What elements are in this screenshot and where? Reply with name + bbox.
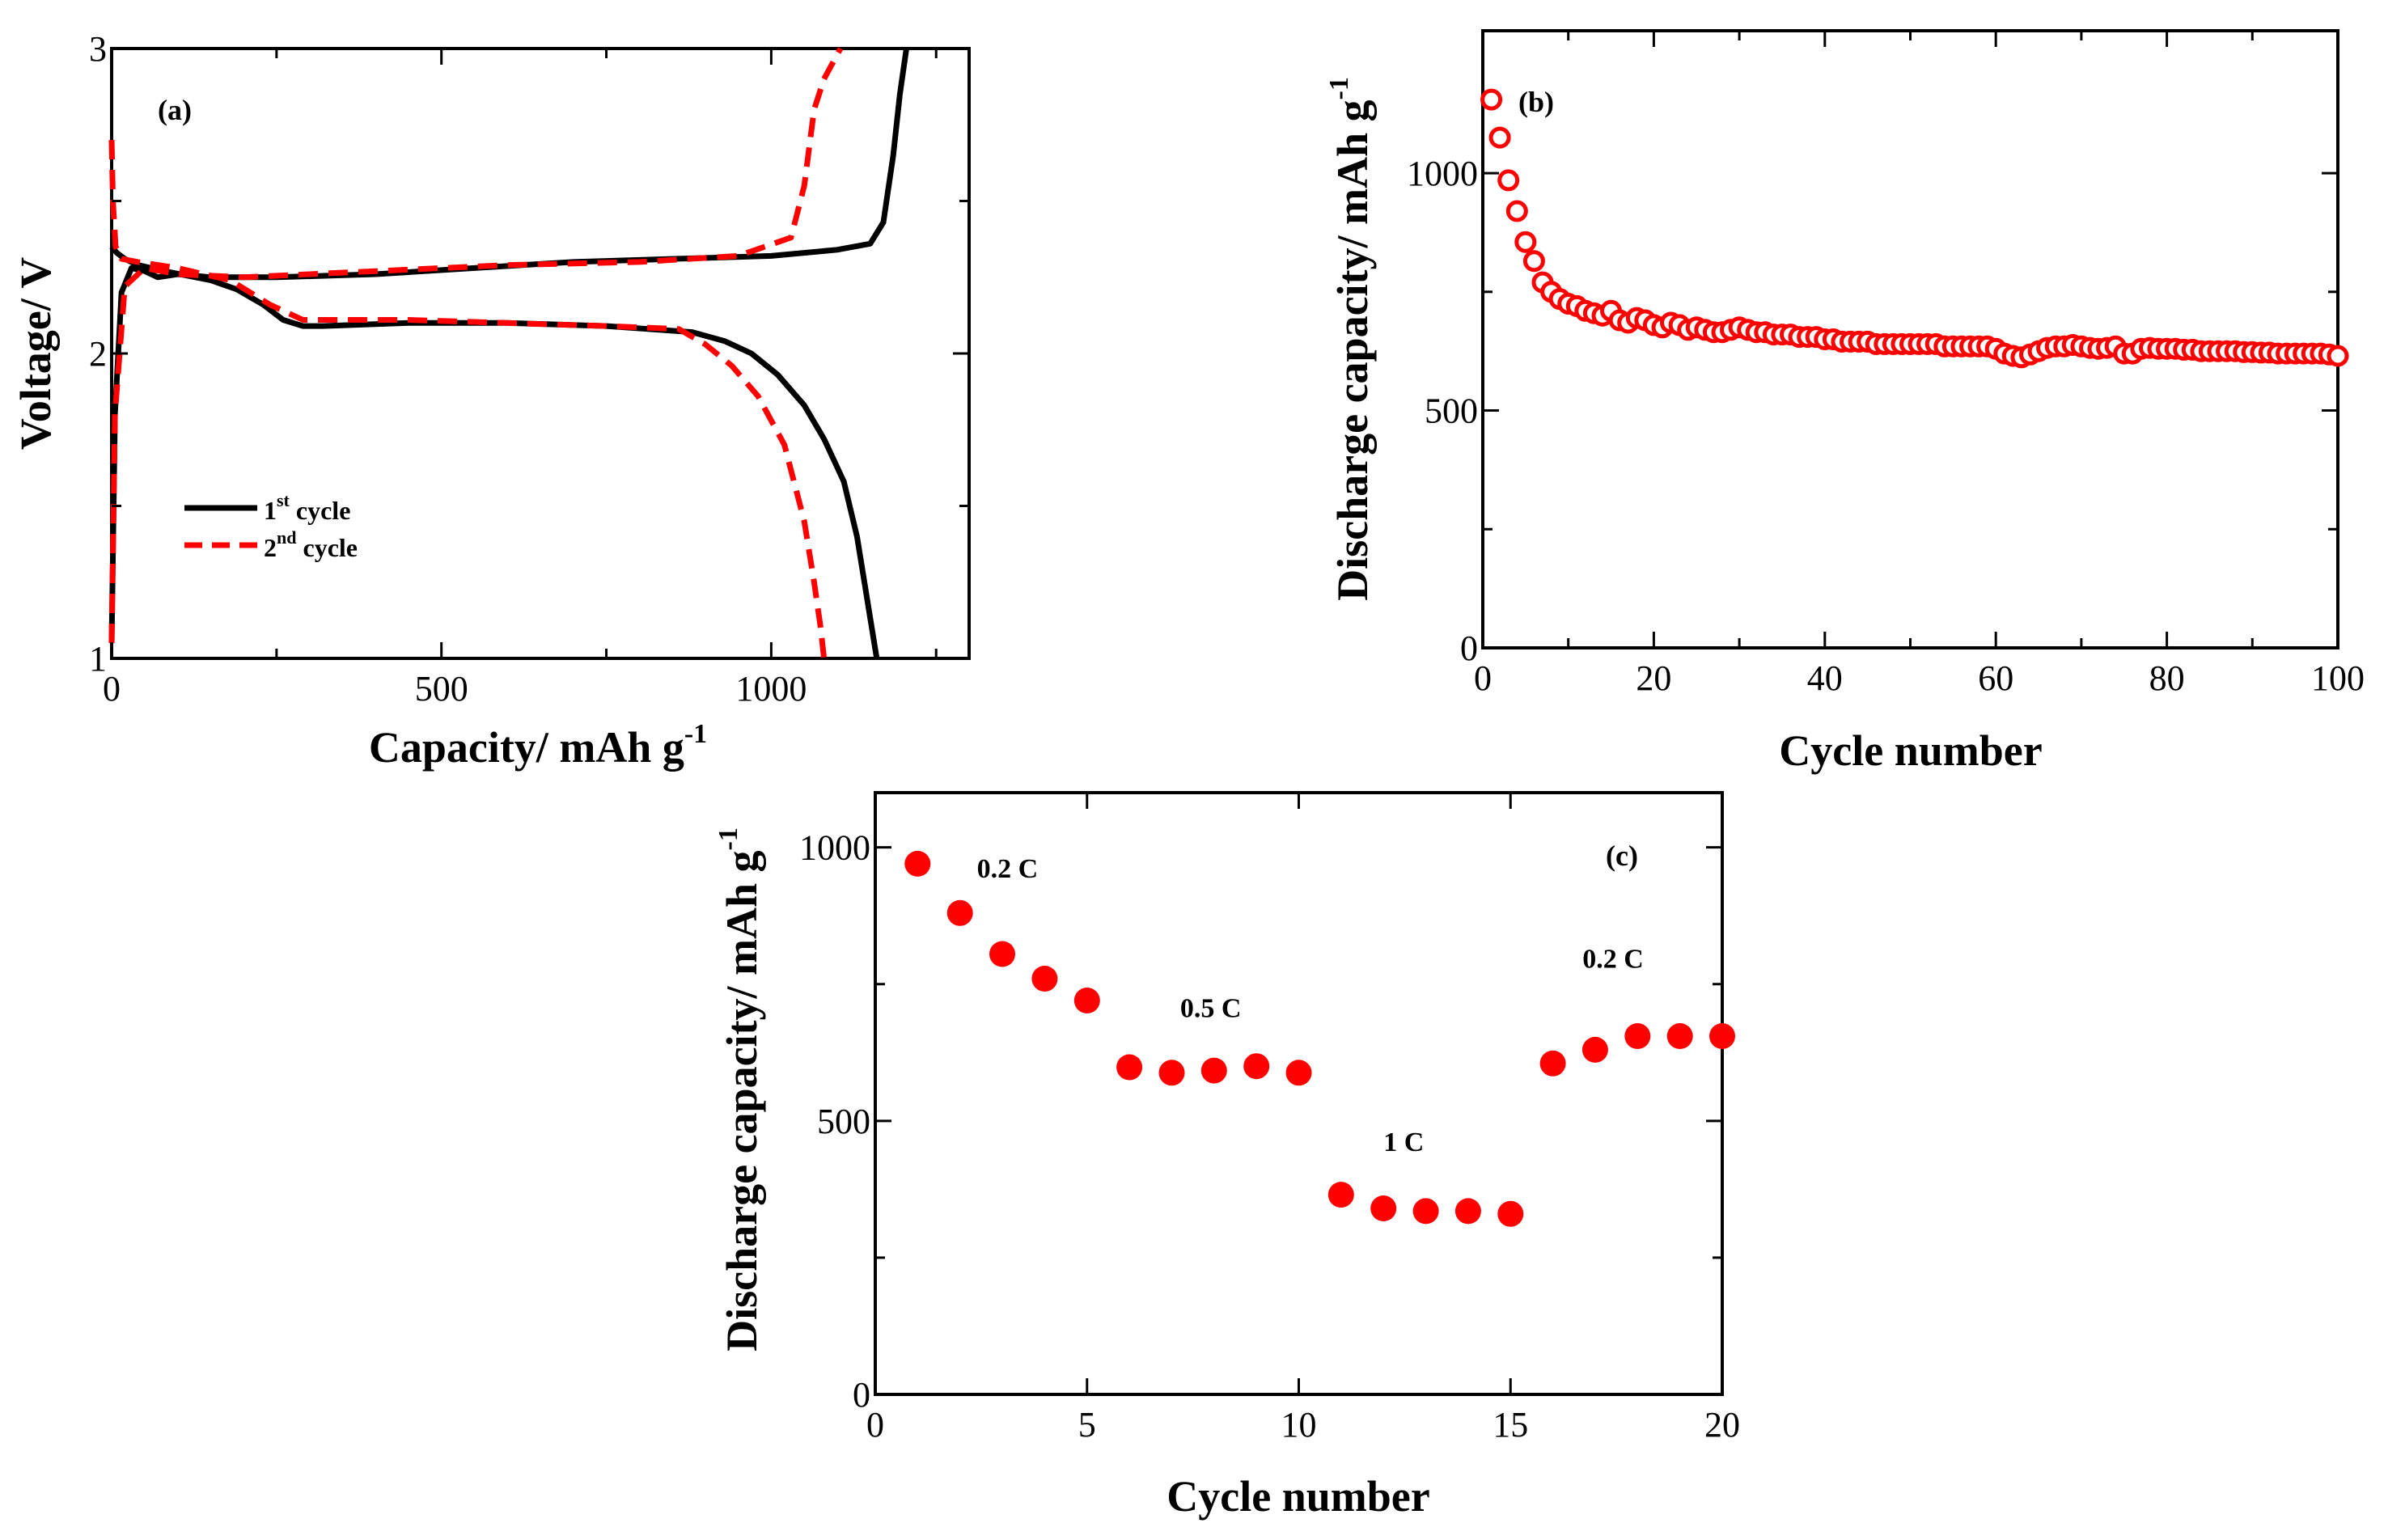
data-point xyxy=(1480,88,1503,111)
data-point xyxy=(1073,988,1100,1013)
data-point xyxy=(989,941,1015,967)
panel-a-ticks: 0 500 1000 1 2 3 xyxy=(89,29,969,709)
panel-b-x-tick-label: 80 xyxy=(2149,658,2185,698)
panel-b-label: (b) xyxy=(1518,86,1554,118)
legend-label-1st-cycle: 1st cycle xyxy=(264,490,350,525)
data-point xyxy=(1497,1200,1524,1227)
data-point xyxy=(1539,1050,1566,1077)
panel-c-points xyxy=(904,850,1735,1227)
panel-b-points xyxy=(1480,88,2349,369)
panel-c-annotations: 0.2 C 0.5 C 1 C 0.2 C xyxy=(977,854,1644,1157)
data-point xyxy=(1031,966,1058,992)
panel-a-x-tick-label: 0 xyxy=(103,669,121,709)
rate-annotation: 0.5 C xyxy=(1180,993,1242,1023)
panel-a-y-tick-label: 3 xyxy=(89,29,107,69)
data-point xyxy=(1709,1023,1735,1049)
series-line-1st-cycle-charge xyxy=(108,48,909,644)
data-point xyxy=(1624,1023,1651,1049)
panel-a-y-tick-label: 1 xyxy=(89,639,107,679)
panel-b-x-tick-label: 20 xyxy=(1636,658,1671,698)
data-point xyxy=(2327,345,2349,367)
panel-a-label: (a) xyxy=(158,94,192,126)
data-point xyxy=(1497,169,1520,192)
data-point xyxy=(1412,1198,1439,1225)
panel-a-x-axis-title: Capacity/ mAh g-1 xyxy=(369,719,707,772)
panel-b-x-axis-title: Cycle number xyxy=(1779,726,2042,775)
panel-c-y-tick-label: 500 xyxy=(817,1102,870,1141)
panel-a-x-tick-label: 1000 xyxy=(735,669,807,709)
rate-annotation: 1 C xyxy=(1383,1128,1424,1157)
panel-b-y-tick-label: 500 xyxy=(1425,391,1478,431)
panel-c-ticks: 0 5 10 15 20 0 500 1000 xyxy=(799,793,1740,1445)
data-point xyxy=(1285,1060,1312,1086)
panel-c-x-tick-label: 0 xyxy=(866,1405,884,1445)
panel-a-x-tick-label: 500 xyxy=(415,669,468,709)
data-point xyxy=(946,899,973,926)
panel-a-legend: 1st cycle 2nd cycle xyxy=(184,490,358,562)
rate-annotation: 0.2 C xyxy=(977,854,1039,884)
panel-c-y-tick-label: 0 xyxy=(853,1375,870,1415)
panel-c-x-tick-label: 20 xyxy=(1704,1405,1740,1445)
panel-b-y-tick-label: 1000 xyxy=(1407,154,1478,193)
panel-a-plot-frame xyxy=(110,47,971,660)
panel-b-x-tick-label: 100 xyxy=(2311,658,2365,698)
panel-a-y-tick-label: 2 xyxy=(89,334,107,374)
data-point xyxy=(1454,1198,1481,1225)
legend-label-2nd-cycle: 2nd cycle xyxy=(264,527,358,562)
panel-c-label: (c) xyxy=(1606,840,1638,872)
data-point xyxy=(1514,231,1537,253)
panel-c-x-axis-title: Cycle number xyxy=(1167,1472,1429,1521)
data-point xyxy=(1488,126,1511,149)
panel-a-curves xyxy=(108,47,909,659)
panel-a-y-axis-title: Voltage/ V xyxy=(11,257,60,451)
panel-c-y-tick-label: 1000 xyxy=(799,828,870,868)
panel-a-voltage-profile: 0 500 1000 1 2 3 (a) 1st cycle 2nd cycle Capa… xyxy=(11,29,971,772)
data-point xyxy=(1370,1195,1397,1221)
panel-b-y-tick-label: 0 xyxy=(1460,628,1478,668)
data-point xyxy=(1158,1060,1185,1086)
data-point xyxy=(1666,1023,1693,1049)
panel-c-x-tick-label: 15 xyxy=(1493,1405,1528,1445)
rate-annotation: 0.2 C xyxy=(1582,944,1644,974)
panel-c-x-tick-label: 10 xyxy=(1281,1405,1317,1445)
data-point xyxy=(1581,1036,1608,1063)
panel-b-x-tick-label: 0 xyxy=(1474,658,1492,698)
data-point xyxy=(1200,1057,1227,1084)
panel-b-x-tick-label: 60 xyxy=(1978,658,2013,698)
data-point xyxy=(1522,250,1545,273)
panel-c-x-tick-label: 5 xyxy=(1078,1405,1096,1445)
series-line-2nd-cycle-charge xyxy=(108,47,844,644)
data-point xyxy=(1505,200,1528,222)
data-point xyxy=(1116,1054,1143,1081)
series-line-1st-cycle-discharge xyxy=(109,244,880,659)
data-point xyxy=(1327,1182,1354,1208)
panel-b-y-axis-title: Discharge capacity/ mAh g-1 xyxy=(1324,77,1377,601)
panel-b-x-tick-label: 40 xyxy=(1807,658,1843,698)
data-point xyxy=(904,850,931,877)
series-line-2nd-cycle-discharge xyxy=(108,140,828,659)
panel-c-y-axis-title: Discharge capacity/ mAh g-1 xyxy=(713,827,766,1352)
data-point xyxy=(1243,1053,1270,1080)
